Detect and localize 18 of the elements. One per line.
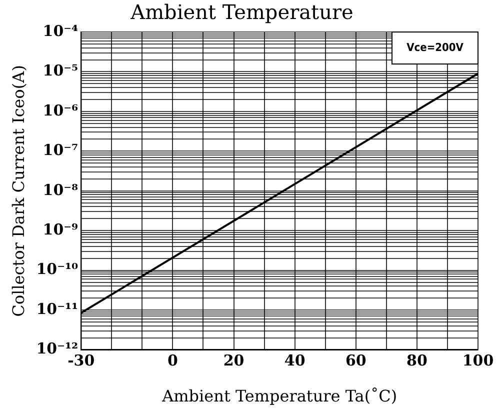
x-tick-label: 60 (345, 352, 366, 370)
x-tick-label: 100 (462, 352, 494, 370)
y-axis-title: Collector Dark Current Iceo(A) (8, 65, 28, 317)
x-tick-label: 20 (223, 352, 244, 370)
y-tick-label: 10⁻⁸ (42, 180, 79, 199)
y-tick-label: 10⁻⁶ (42, 101, 79, 120)
x-tick-label: 0 (168, 352, 178, 370)
y-tick-label: 10⁻⁴ (42, 22, 79, 40)
y-tick-label: 10⁻¹⁰ (36, 260, 79, 278)
annotation: Vce=200V (406, 40, 464, 54)
y-tick-label: 10⁻⁹ (42, 220, 78, 239)
chart-title: Ambient Temperature (130, 0, 354, 24)
x-tick-label: 40 (284, 352, 306, 370)
y-tick-label: 10⁻¹¹ (36, 300, 78, 318)
y-tick-label: 10⁻⁵ (42, 62, 78, 80)
y-tick-label: 10⁻⁷ (42, 141, 78, 160)
x-tick-label: 80 (406, 352, 428, 370)
x-axis-title: Ambient Temperature Ta(˚C) (161, 386, 398, 406)
